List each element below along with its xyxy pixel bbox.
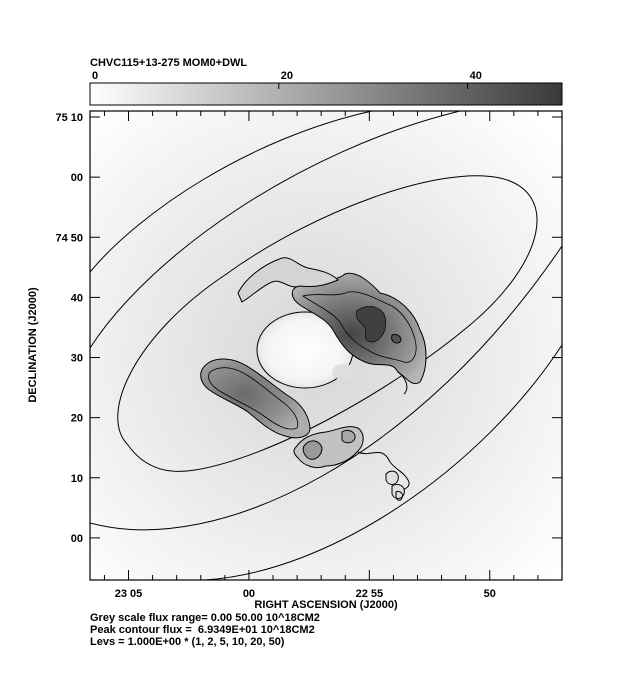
plot-area: 23 05 00 22 55 50 75 10 00 74 50 40 30 20 10 00 — [55, 110, 563, 600]
y-tick-label: 74 50 — [55, 232, 83, 244]
main-clump-tail — [397, 371, 408, 395]
colorbar-tick-label: 0 — [92, 70, 98, 82]
south-knot-2 — [341, 429, 356, 444]
y-tick-label: 00 — [71, 533, 83, 545]
y-tick-label: 10 — [71, 473, 83, 485]
contour-2-upper-right — [90, 245, 562, 531]
north-wisp — [237, 257, 339, 303]
contour-1-lower-left — [90, 111, 373, 273]
south-tail-knot-a — [385, 470, 399, 485]
south-tail-contour — [357, 451, 410, 490]
main-clump-knot — [391, 334, 402, 344]
x-axis-label: RIGHT ASCENSION (J2000) — [254, 599, 398, 611]
y-axis-label: DECLINATION (J2000) — [27, 287, 39, 403]
contour-1-upper-right — [204, 344, 562, 580]
colorbar-tick-label: 40 — [470, 70, 482, 82]
chart-title: CHVC115+13-275 MOM0+DWL — [90, 57, 247, 69]
x-tick-label: 00 — [243, 588, 255, 600]
caption-grey-scale: Grey scale flux range= 0.00 50.00 10^18C… — [90, 612, 320, 624]
colorbar-gradient — [89, 82, 563, 106]
x-tick-label: 50 — [484, 588, 496, 600]
x-tick-label: 23 05 — [115, 588, 143, 600]
y-tick-label: 75 10 — [55, 112, 83, 124]
colorbar: 0 20 40 — [89, 70, 563, 106]
caption-levels: Levs = 1.000E+00 * (1, 2, 5, 10, 20, 50) — [90, 636, 285, 648]
x-tick-label: 22 55 — [356, 588, 384, 600]
y-tick-label: 00 — [71, 172, 83, 184]
plot-frame — [89, 110, 563, 581]
colorbar-tick-label: 20 — [281, 70, 293, 82]
y-tick-label: 20 — [71, 413, 83, 425]
main-clump-inner — [302, 291, 417, 363]
y-tick-label: 40 — [71, 292, 83, 304]
contour-3-ellipse — [117, 175, 538, 472]
west-clump-inner — [208, 367, 299, 430]
west-clump-outer — [200, 358, 311, 439]
caption-peak-contour: Peak contour flux = 6.9349E+01 10^18CM2 — [90, 624, 315, 636]
south-tail-knot-c — [395, 491, 403, 501]
main-clump-outer — [291, 272, 427, 385]
south-knot-1 — [302, 440, 323, 460]
main-clump-core-fill — [357, 306, 386, 342]
contour-2-lower-left — [90, 111, 461, 349]
y-tick-label: 30 — [71, 353, 83, 365]
faint-blob — [332, 364, 356, 380]
